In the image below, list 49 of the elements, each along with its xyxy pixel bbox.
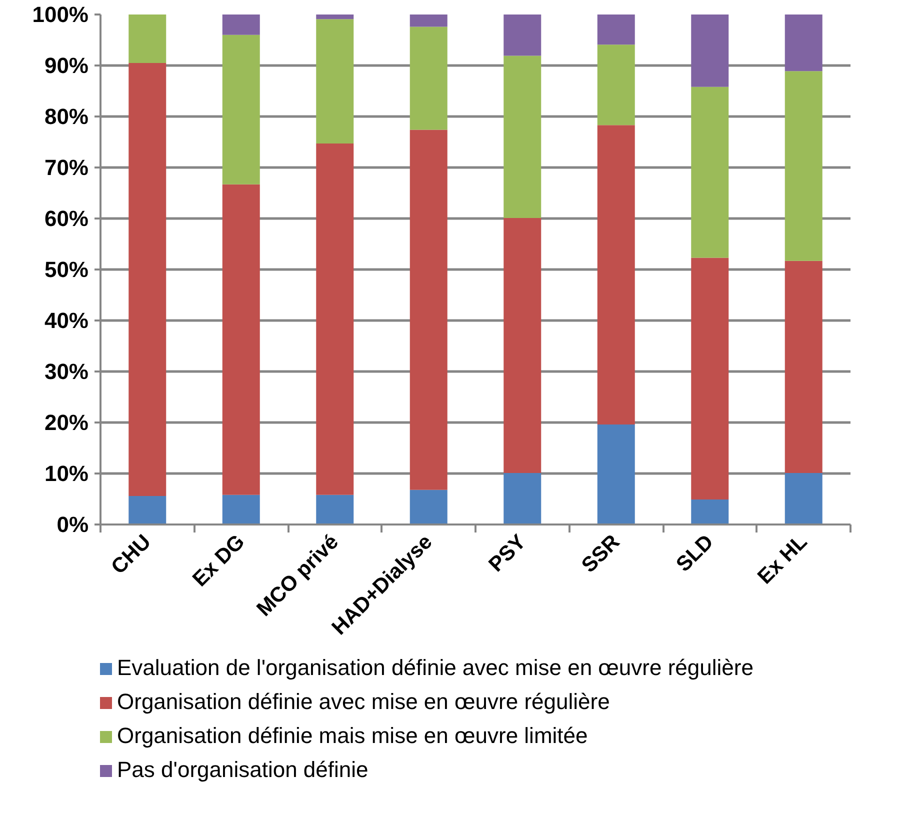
x-tick-label: SLD bbox=[672, 530, 718, 576]
x-tick-label: Ex HL bbox=[753, 530, 812, 589]
y-tick-label: 100% bbox=[32, 2, 89, 27]
bar bbox=[784, 472, 822, 524]
y-tick-label: 60% bbox=[44, 206, 89, 231]
bar bbox=[784, 14, 822, 72]
bar bbox=[597, 424, 635, 524]
bar bbox=[410, 14, 448, 27]
x-tick-label: Ex DG bbox=[188, 530, 250, 592]
y-tick-label: 10% bbox=[44, 461, 89, 486]
y-tick-label: 90% bbox=[44, 53, 89, 78]
legend-label: Evaluation de l'organisation définie avec mise en œuvre régulière bbox=[117, 654, 754, 682]
bar bbox=[222, 184, 260, 495]
bar bbox=[222, 14, 260, 35]
bar bbox=[410, 130, 448, 490]
bar bbox=[691, 86, 729, 258]
bar bbox=[691, 14, 729, 87]
bar bbox=[504, 56, 542, 218]
y-tick-label: 70% bbox=[44, 155, 89, 180]
y-tick-label: 80% bbox=[44, 104, 89, 129]
bar bbox=[128, 496, 166, 524]
bar bbox=[504, 14, 542, 56]
legend-label: Pas d'organisation définie bbox=[117, 756, 368, 784]
bar bbox=[128, 62, 166, 496]
bar bbox=[597, 44, 635, 126]
y-tick-label: 20% bbox=[44, 410, 89, 435]
bar bbox=[410, 26, 448, 130]
bar bbox=[504, 472, 542, 524]
y-tick-label: 40% bbox=[44, 308, 89, 333]
legend-label: Organisation définie avec mise en œuvre régulière bbox=[117, 688, 610, 716]
bar bbox=[691, 258, 729, 500]
bar bbox=[410, 490, 448, 524]
bar bbox=[222, 494, 260, 524]
bar bbox=[316, 19, 354, 144]
legend-label: Organisation définie mais mise en œuvre limitée bbox=[117, 722, 588, 750]
y-tick-label: 50% bbox=[44, 257, 89, 282]
y-tick-label: 30% bbox=[44, 359, 89, 384]
bar bbox=[784, 260, 822, 473]
bar bbox=[316, 494, 354, 524]
bar bbox=[316, 144, 354, 495]
bar bbox=[504, 218, 542, 473]
bar bbox=[128, 14, 166, 63]
bar bbox=[316, 14, 354, 20]
bar bbox=[691, 500, 729, 524]
bar bbox=[597, 14, 635, 45]
bar bbox=[222, 34, 260, 184]
y-tick-label: 0% bbox=[56, 512, 88, 537]
bar bbox=[784, 71, 822, 261]
bar bbox=[597, 125, 635, 425]
